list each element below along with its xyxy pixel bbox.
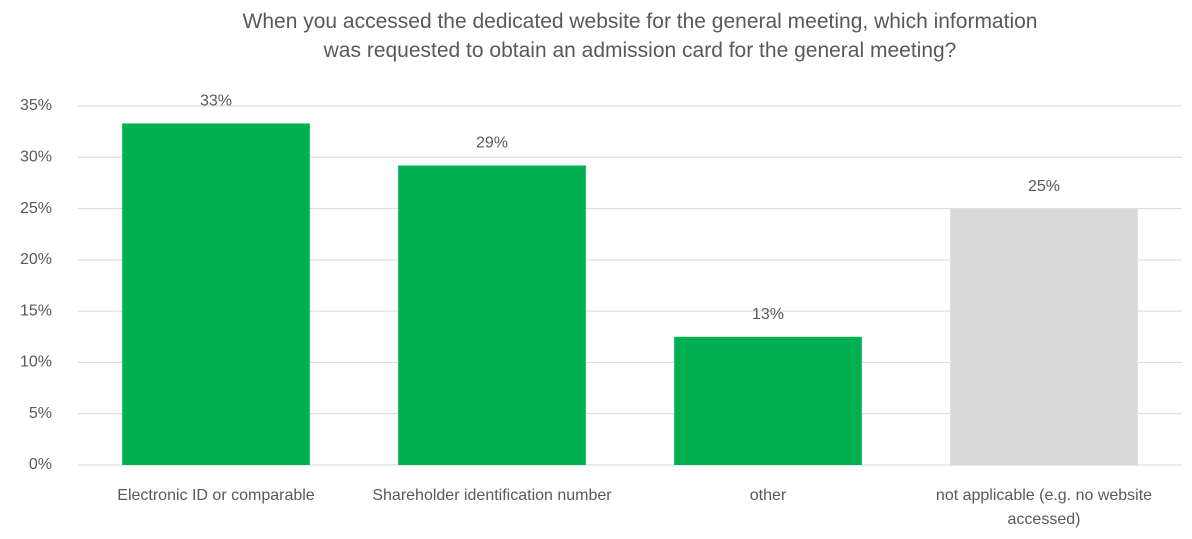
y-tick-label: 10% — [20, 354, 52, 371]
y-tick-label: 30% — [20, 149, 52, 166]
y-tick-label: 35% — [20, 97, 52, 114]
x-tick-label: Electronic ID or comparable — [117, 487, 315, 504]
bar — [950, 208, 1138, 466]
x-tick-label: Shareholder identification number — [372, 487, 612, 504]
data-label: 25% — [1028, 178, 1060, 195]
bar — [398, 165, 586, 465]
y-tick-label: 20% — [20, 251, 52, 268]
bar — [122, 123, 310, 466]
y-tick-label: 15% — [20, 302, 52, 319]
data-label: 29% — [476, 135, 508, 152]
data-label: 33% — [200, 93, 232, 110]
y-tick-label: 5% — [29, 405, 52, 422]
y-tick-label: 0% — [29, 456, 52, 473]
chart-title: When you accessed the dedicated website … — [243, 10, 1038, 62]
x-tick-label: not applicable (e.g. no website accessed) — [936, 487, 1152, 528]
bar — [674, 336, 862, 465]
data-label: 13% — [752, 306, 784, 323]
y-tick-label: 25% — [20, 200, 52, 217]
x-tick-label: other — [750, 487, 787, 504]
